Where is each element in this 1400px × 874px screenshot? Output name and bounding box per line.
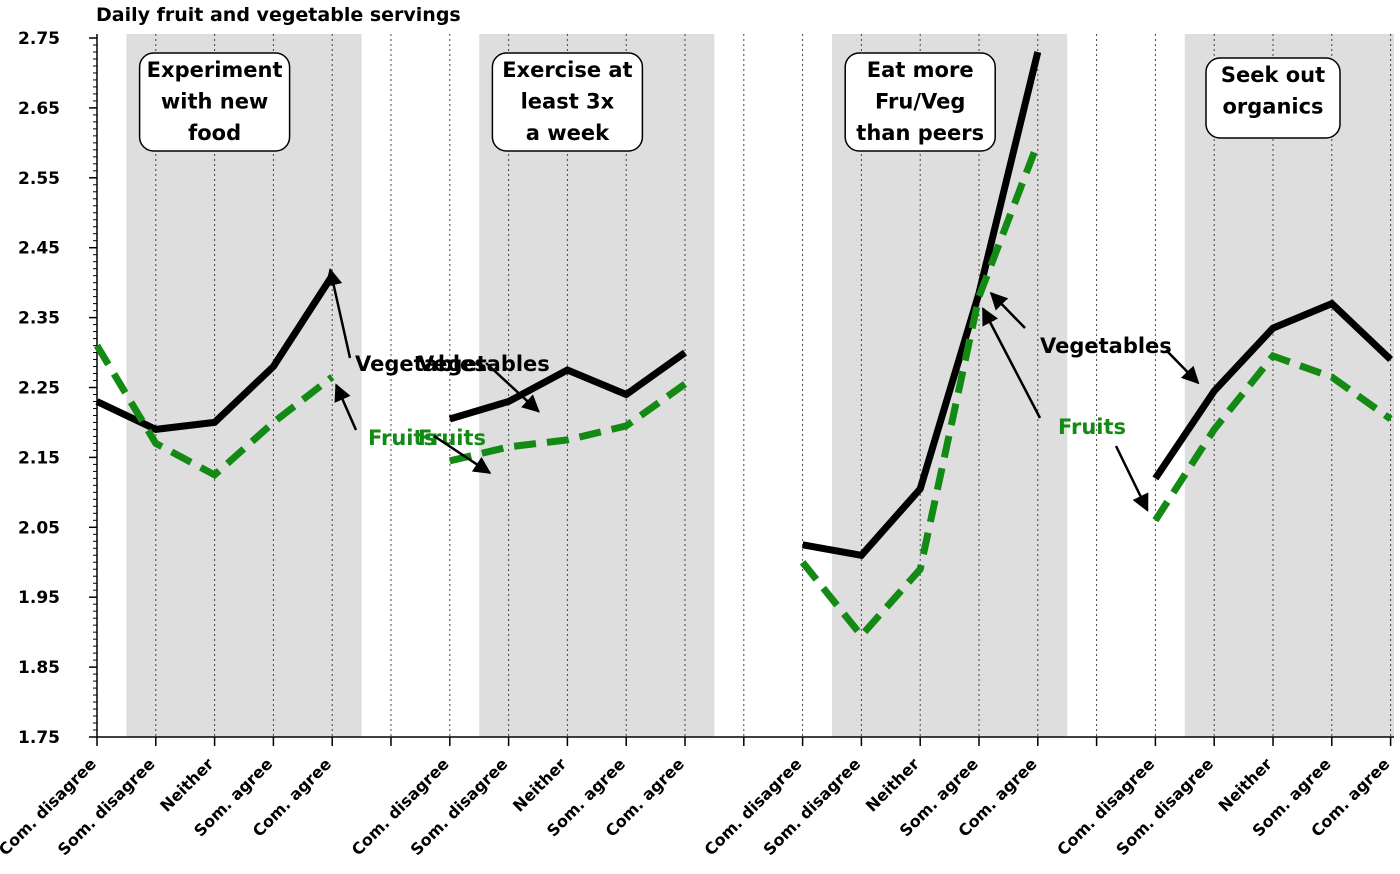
panel-title-box: [138, 52, 291, 152]
fruits-annotation-label: Fruits: [418, 426, 486, 450]
vegetables-annotation-arrow: [1165, 349, 1200, 385]
y-tick-label: 2.75: [18, 29, 60, 49]
x-tick-label: Com. disagree: [1053, 754, 1158, 859]
vegetables-annotation-label: Vegetables: [1040, 334, 1172, 358]
x-tick-label: Com. disagree: [0, 754, 100, 859]
x-tick-label: Neither: [1215, 754, 1276, 815]
vegetables-series-line: [448, 349, 688, 423]
fruits-annotation-arrow: [981, 307, 1042, 419]
vegetables-annotation-arrow: [989, 291, 1026, 329]
annotation-layer: Vegetables Fruits Vegetables Fruits Vegetabl…: [325, 267, 1200, 512]
x-tick-label: Com. disagree: [701, 754, 806, 859]
panel-title-line: a week: [526, 121, 610, 145]
fruits-series-line: [799, 141, 1042, 642]
y-tick-label: 1.85: [18, 658, 60, 678]
fruits-series-line: [94, 343, 335, 480]
fruits-annotation-label: Fruits: [368, 426, 436, 450]
vegetables-series-line: [801, 51, 1042, 560]
y-tick-label: 2.15: [18, 448, 60, 468]
vegetables-annotation-arrow: [325, 267, 352, 359]
x-tick-label: Com. disagree: [348, 754, 453, 859]
y-tick-label: 2.55: [18, 169, 60, 189]
y-tick-label: 1.95: [18, 588, 60, 608]
panel-title-line: Exercise at: [502, 58, 632, 82]
fruits-series-line: [448, 381, 688, 465]
x-tick-label: Neither: [509, 754, 570, 815]
fruits-series-line: [1152, 351, 1393, 523]
x-tick-label: Neither: [862, 754, 923, 815]
y-tick-label: 2.25: [18, 379, 60, 399]
y-tick-label: 1.75: [18, 728, 60, 748]
panel-title-line: Eat more: [867, 58, 974, 82]
vegetables-annotation-label: Vegetables: [355, 352, 487, 376]
vegetables-series-line: [1152, 299, 1394, 481]
y-tick-label: 2.45: [18, 239, 60, 259]
vegetables-series-line: [95, 273, 336, 433]
fruits-annotation-arrow: [1114, 445, 1149, 512]
panel-title-line: Experiment: [147, 58, 283, 82]
fruits-annotation-arrow: [433, 434, 492, 474]
chart-title: Daily fruit and vegetable servings: [96, 4, 461, 26]
panel-title-line: than peers: [856, 121, 984, 145]
series-layer: [94, 51, 1394, 642]
vegetables-annotation-arrow: [485, 362, 540, 413]
panel-title-box: [491, 52, 644, 152]
y-tick-label: 2.05: [18, 518, 60, 538]
panel-title-line: organics: [1222, 95, 1323, 119]
panel-title-line: Seek out: [1221, 63, 1325, 87]
panel-title-layer: Experiment with new food Exercise at least 3…: [138, 52, 1341, 152]
fruits-annotation-label: Fruits: [1058, 415, 1126, 439]
y-tick-label: 2.35: [18, 309, 60, 329]
panel-title-line: with new: [161, 90, 269, 114]
x-tick-label: Neither: [156, 754, 217, 815]
vegetables-annotation-label: Vegetables: [418, 352, 550, 376]
panel-title-box: [844, 52, 996, 152]
panel-title-line: food: [188, 121, 241, 145]
panel-title-line: Fru/Veg: [875, 90, 965, 114]
y-tick-label: 2.65: [18, 99, 60, 119]
fruits-annotation-arrow: [334, 383, 358, 431]
panel-title-box: [1205, 57, 1341, 139]
panel-title-line: least 3x: [521, 90, 615, 114]
gridline-layer: [155, 34, 1392, 737]
